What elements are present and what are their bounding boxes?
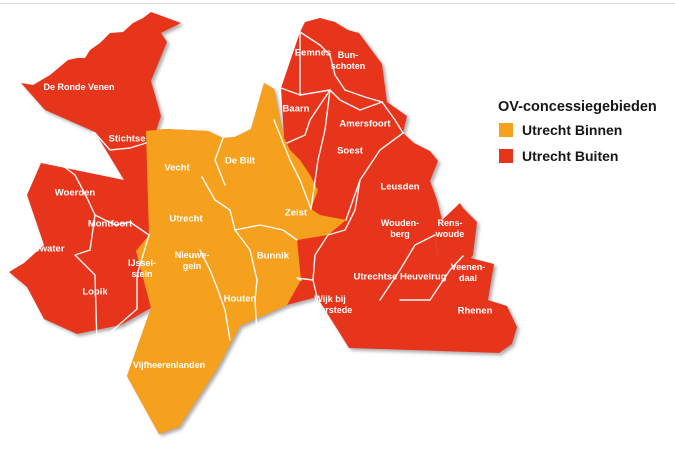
svg-text:Baarn: Baarn <box>283 104 310 115</box>
svg-text:Zeist: Zeist <box>285 208 308 219</box>
svg-text:Houten: Houten <box>224 294 257 305</box>
svg-text:Utrecht Binnen: Utrecht Binnen <box>522 122 622 138</box>
svg-text:Utrecht: Utrecht <box>169 214 203 225</box>
svg-text:Leusden: Leusden <box>380 182 419 193</box>
svg-text:Eemnes: Eemnes <box>295 48 331 59</box>
svg-text:Stichtse: Stichtse <box>109 134 146 145</box>
svg-text:IJssel-stein: IJssel-stein <box>128 258 156 279</box>
svg-text:Vijfheerenlanden: Vijfheerenlanden <box>133 360 205 370</box>
svg-text:Lopik: Lopik <box>82 287 108 298</box>
svg-text:Soest: Soest <box>337 146 364 157</box>
svg-text:Vecht: Vecht <box>164 163 190 174</box>
svg-text:Rhenen: Rhenen <box>458 306 493 317</box>
svg-text:Utrecht Buiten: Utrecht Buiten <box>522 148 618 164</box>
svg-text:Montfoort: Montfoort <box>88 219 133 230</box>
svg-text:Utrechtse Heuvelrug: Utrechtse Heuvelrug <box>354 272 447 283</box>
svg-text:Woerden: Woerden <box>55 188 96 199</box>
svg-text:Amersfoort: Amersfoort <box>339 119 391 130</box>
svg-text:Bunnik: Bunnik <box>257 251 290 262</box>
svg-text:De Ronde Venen: De Ronde Venen <box>43 82 114 92</box>
svg-text:Oudewater: Oudewater <box>15 244 64 255</box>
svg-text:Rens-woude: Rens-woude <box>435 218 465 239</box>
svg-text:De Bilt: De Bilt <box>225 156 256 167</box>
svg-text:OV-concessiegebieden: OV-concessiegebieden <box>498 99 657 115</box>
